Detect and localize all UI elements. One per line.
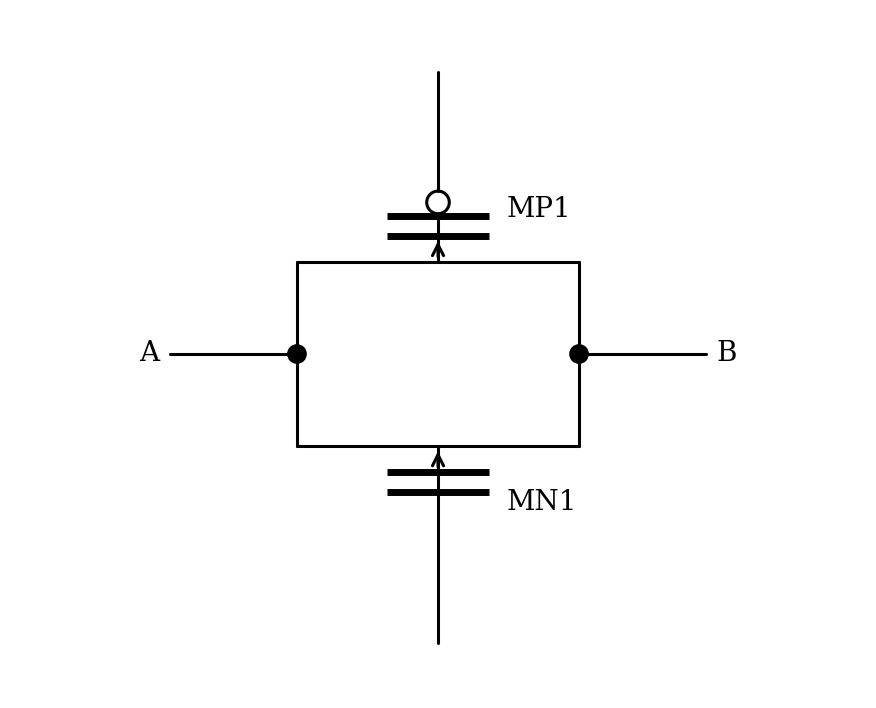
Text: MN1: MN1 [506,489,577,515]
Circle shape [570,345,588,363]
Text: B: B [717,341,737,367]
Text: MP1: MP1 [506,196,571,223]
Circle shape [288,345,306,363]
Text: A: A [139,341,159,367]
